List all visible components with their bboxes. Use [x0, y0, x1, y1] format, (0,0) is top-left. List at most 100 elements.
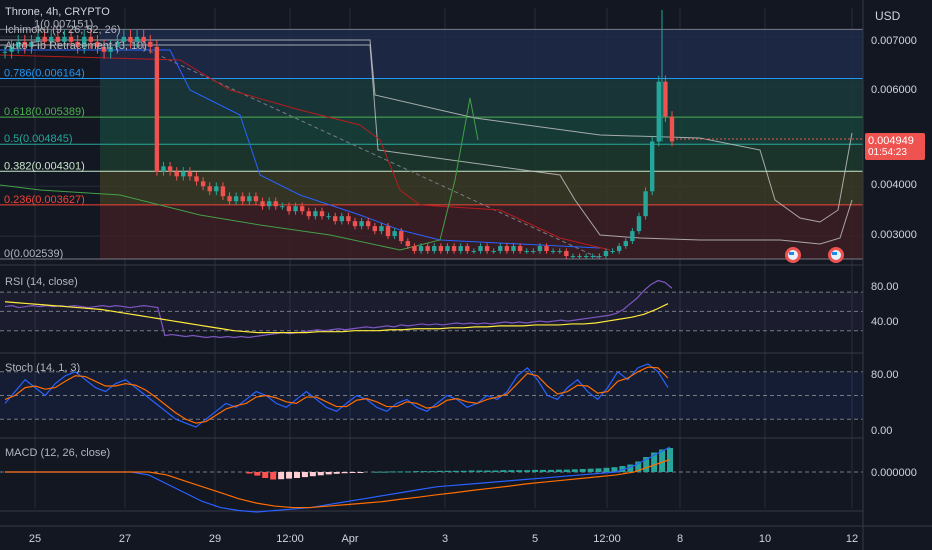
candle-body	[372, 226, 378, 232]
macd-histogram-bar	[270, 472, 277, 480]
rsi-tick-label: 40.00	[871, 316, 899, 328]
x-tick-label: 5	[532, 533, 538, 545]
candle-body	[299, 206, 305, 212]
candle-body	[16, 41, 21, 47]
candle-body	[511, 246, 516, 252]
candle-body	[101, 46, 107, 52]
macd-histogram-bar	[547, 469, 554, 472]
macd-histogram-bar	[611, 467, 618, 472]
candle-body	[438, 246, 444, 252]
event-flag-canton	[832, 252, 837, 255]
macd-pane	[0, 446, 863, 513]
candle-body	[293, 206, 298, 212]
macd-histogram-bar	[341, 472, 348, 474]
candle-body	[332, 216, 338, 222]
x-tick-label: 8	[677, 533, 683, 545]
candle-body	[273, 201, 278, 207]
macd-histogram-bar	[508, 470, 515, 472]
rsi-title[interactable]: RSI (14, close)	[5, 276, 78, 288]
macd-histogram-bar	[579, 469, 586, 472]
x-tick-label: 3	[442, 533, 448, 545]
price-tag-value: 0.004949	[868, 135, 914, 147]
fib-level-label: 0(0.002539)	[4, 248, 63, 260]
macd-title[interactable]: MACD (12, 26, close)	[5, 447, 111, 459]
candle-body	[181, 171, 186, 177]
macd-histogram-bar	[460, 470, 467, 472]
fib-zone	[100, 117, 863, 145]
stoch-pane	[0, 363, 863, 428]
candle-body	[630, 231, 635, 242]
candle-body	[537, 246, 543, 252]
candle-body	[425, 246, 430, 252]
macd-histogram-bar	[262, 472, 269, 478]
fib-level-label: 0.786(0.006164)	[4, 68, 85, 80]
candle-body	[663, 81, 668, 117]
macd-histogram-bar	[659, 449, 666, 472]
macd-histogram-bar	[357, 472, 364, 473]
x-tick-label: 12:00	[593, 533, 621, 545]
candle-body	[517, 246, 523, 252]
candle-body	[2, 51, 8, 53]
candle-body	[55, 36, 61, 42]
ichimoku-cloud	[0, 39, 853, 251]
candle-body	[524, 251, 529, 253]
candle-body	[95, 41, 100, 47]
candle-body	[484, 246, 490, 252]
candle-body	[610, 251, 615, 253]
x-tick-label: 27	[119, 533, 131, 545]
event-flags[interactable]	[785, 247, 844, 263]
price-tick-label: 0.007000	[871, 35, 917, 47]
candle-body	[392, 231, 397, 237]
candle-body	[583, 256, 589, 258]
macd-histogram-bar	[397, 471, 404, 473]
header-fib[interactable]: Auto Fib Retracement (3, 10)	[5, 40, 147, 52]
candle-body	[491, 251, 496, 253]
stoch-d-line	[4, 366, 669, 424]
candle-body	[319, 211, 325, 217]
macd-histogram-bar	[293, 472, 300, 478]
macd-histogram-bar	[643, 457, 650, 472]
candle-body	[306, 211, 311, 217]
stoch-tick-label: 80.00	[871, 369, 899, 381]
macd-histogram-bar	[246, 472, 253, 474]
candle-body	[451, 246, 457, 252]
candle-body	[207, 186, 212, 192]
macd-histogram-bar	[651, 452, 658, 472]
event-flag-icon[interactable]	[828, 247, 844, 263]
candle-body	[253, 196, 259, 202]
stoch-title[interactable]: Stoch (14, 1, 3)	[5, 362, 81, 374]
candle-body	[339, 216, 345, 222]
macd-histogram-bar	[540, 469, 547, 472]
candle-body	[134, 36, 140, 42]
candle-body	[623, 241, 628, 247]
candle-body	[636, 216, 642, 232]
candle-body	[504, 246, 510, 252]
candle-body	[399, 231, 404, 242]
candle-body	[643, 191, 648, 217]
header-ichimoku[interactable]: Ichimoku (9, 26, 52, 26)	[5, 24, 121, 36]
signal-line	[5, 458, 671, 509]
candle-body	[62, 36, 67, 42]
candle-body	[108, 46, 113, 52]
rsi-tick-label: 80.00	[871, 281, 899, 293]
candle-body	[458, 246, 463, 252]
candle-body	[200, 181, 206, 187]
fib-labels: 1(0.007151) 0.786(0.006164) 0.618(0.005389…	[4, 18, 93, 260]
candle-body	[82, 36, 87, 47]
macd-histogram-bar	[389, 471, 396, 473]
macd-histogram-bar	[563, 469, 570, 472]
stoch-tick-label: 0.00	[871, 425, 892, 437]
macd-histogram-bar	[405, 471, 412, 473]
macd-histogram-bar	[254, 472, 261, 476]
ichimoku-span-b	[0, 44, 853, 245]
event-flag-icon[interactable]	[785, 247, 801, 263]
stoch-k-line	[4, 363, 669, 428]
macd-histogram-bar	[420, 471, 427, 473]
candle-body	[385, 226, 391, 237]
macd-histogram-bar	[428, 471, 435, 473]
price-tick-label: 0.004000	[871, 179, 917, 191]
currency-label[interactable]: USD	[875, 9, 901, 23]
price-tick-label: 0.006000	[871, 84, 917, 96]
x-tick-label: 25	[29, 533, 41, 545]
